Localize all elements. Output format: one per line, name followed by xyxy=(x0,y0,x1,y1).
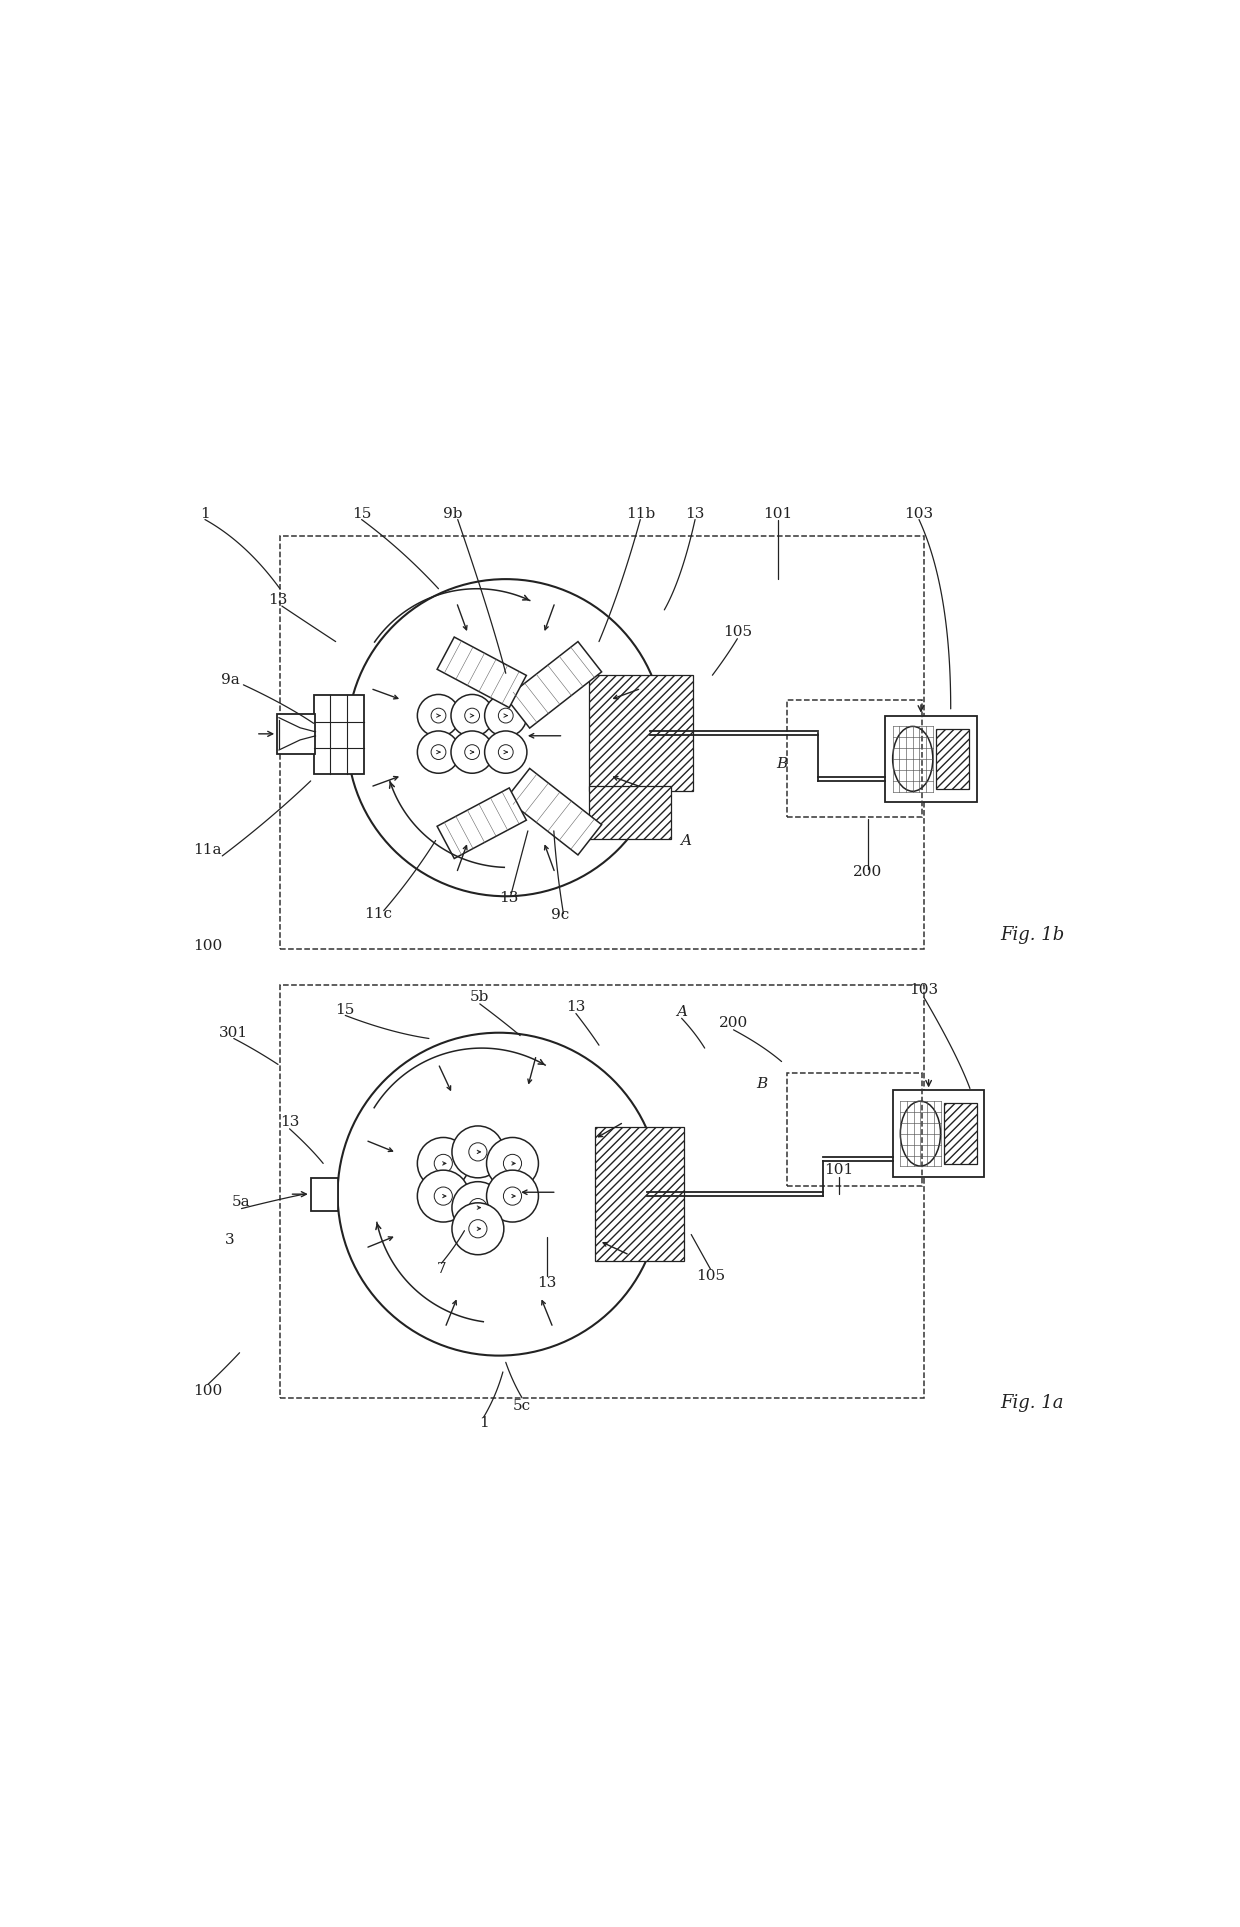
Text: 7: 7 xyxy=(436,1262,446,1276)
Text: 13: 13 xyxy=(498,890,518,906)
Text: 15: 15 xyxy=(352,507,371,520)
Circle shape xyxy=(485,730,527,773)
Text: 105: 105 xyxy=(723,624,751,640)
Bar xyxy=(893,1091,985,1177)
Circle shape xyxy=(451,694,494,736)
Text: 103: 103 xyxy=(904,507,934,520)
Text: 3: 3 xyxy=(226,1233,234,1247)
Circle shape xyxy=(451,1125,503,1177)
Text: 5b: 5b xyxy=(470,990,490,1004)
Circle shape xyxy=(418,730,460,773)
Bar xyxy=(787,1073,921,1187)
Text: 13: 13 xyxy=(537,1276,557,1289)
Text: Fig. 1b: Fig. 1b xyxy=(1001,925,1065,944)
Circle shape xyxy=(451,1202,503,1254)
Text: 5a: 5a xyxy=(232,1195,250,1208)
Bar xyxy=(885,715,977,802)
Text: 11a: 11a xyxy=(193,844,222,858)
Text: 200: 200 xyxy=(853,865,883,879)
Bar xyxy=(280,536,924,950)
Circle shape xyxy=(418,1170,469,1222)
Polygon shape xyxy=(438,788,526,859)
Text: 9b: 9b xyxy=(443,507,463,520)
Text: B: B xyxy=(756,1077,768,1091)
Text: 101: 101 xyxy=(825,1164,854,1177)
Bar xyxy=(311,1177,337,1210)
Bar xyxy=(589,786,671,838)
Ellipse shape xyxy=(900,1100,940,1166)
Bar xyxy=(277,713,315,753)
Bar xyxy=(944,1104,977,1164)
Bar xyxy=(595,1127,683,1262)
Text: 101: 101 xyxy=(763,507,792,520)
Circle shape xyxy=(418,1137,469,1189)
Polygon shape xyxy=(506,642,601,728)
Polygon shape xyxy=(438,638,526,707)
Text: 105: 105 xyxy=(696,1268,725,1283)
Bar xyxy=(936,728,970,788)
Text: 5c: 5c xyxy=(513,1399,531,1412)
Circle shape xyxy=(486,1170,538,1222)
Bar xyxy=(314,696,363,775)
Polygon shape xyxy=(506,769,601,856)
Text: 301: 301 xyxy=(219,1025,248,1041)
Text: 200: 200 xyxy=(719,1016,748,1031)
Ellipse shape xyxy=(893,726,932,792)
Bar xyxy=(589,674,693,790)
Circle shape xyxy=(486,1137,538,1189)
Text: 100: 100 xyxy=(193,1384,222,1399)
Bar xyxy=(787,700,921,817)
Text: 11b: 11b xyxy=(626,507,655,520)
Text: 100: 100 xyxy=(193,938,222,954)
Circle shape xyxy=(418,694,460,736)
Text: 15: 15 xyxy=(336,1002,355,1017)
Text: 9a: 9a xyxy=(221,673,239,688)
Bar xyxy=(280,985,924,1397)
Text: A: A xyxy=(680,834,691,848)
Text: 103: 103 xyxy=(909,983,939,998)
Text: 11c: 11c xyxy=(365,906,392,921)
Text: 13: 13 xyxy=(567,1000,585,1014)
Text: 1: 1 xyxy=(479,1416,489,1430)
Text: Fig. 1a: Fig. 1a xyxy=(1001,1393,1064,1411)
Text: 13: 13 xyxy=(280,1116,299,1129)
Text: 13: 13 xyxy=(268,594,288,607)
Text: 13: 13 xyxy=(686,507,704,520)
Circle shape xyxy=(451,1181,503,1233)
Circle shape xyxy=(451,730,494,773)
Text: B: B xyxy=(776,757,787,771)
Circle shape xyxy=(485,694,527,736)
Text: 9c: 9c xyxy=(552,908,569,923)
Text: 1: 1 xyxy=(200,507,210,520)
Text: A: A xyxy=(676,1004,687,1019)
